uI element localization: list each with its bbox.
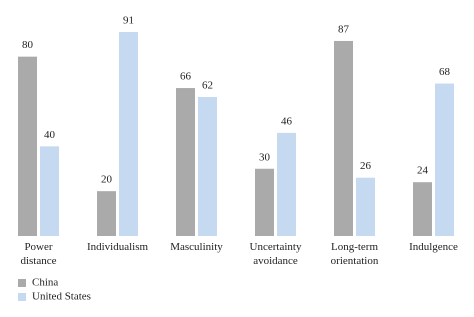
bar	[18, 56, 37, 237]
x-tick-label: Uncertainty avoidance	[249, 241, 302, 267]
x-tick-label: Individualism	[86, 241, 149, 253]
bar	[40, 146, 59, 236]
bar	[356, 177, 375, 236]
data-label: 26	[360, 160, 372, 172]
data-label: 68	[439, 66, 451, 78]
legend-label: China	[32, 277, 58, 289]
data-label: 91	[123, 15, 134, 27]
bar	[277, 132, 296, 236]
bar	[97, 191, 116, 236]
data-label: 87	[338, 23, 350, 35]
bar	[255, 168, 274, 236]
legend-swatch	[18, 293, 26, 301]
data-label: 66	[180, 71, 192, 83]
data-label: 62	[202, 80, 213, 92]
data-label: 24	[417, 165, 429, 177]
legend-swatch	[18, 279, 26, 287]
bar	[176, 88, 195, 237]
x-tick-label: Indulgence	[409, 241, 458, 253]
bar	[435, 83, 454, 236]
data-label: 46	[281, 115, 293, 127]
x-tick-label: Power distance	[20, 241, 57, 267]
x-tick-label: Long-term orientation	[330, 241, 379, 267]
data-label: 80	[22, 39, 34, 51]
data-label: 30	[259, 151, 271, 163]
bar	[413, 182, 432, 236]
data-label: 20	[101, 174, 113, 186]
legend-label: United States	[32, 291, 91, 303]
bar	[198, 97, 217, 236]
bar	[119, 32, 138, 236]
data-label: 40	[44, 129, 56, 141]
x-tick-label: Masculinity	[170, 241, 223, 253]
bar	[334, 40, 353, 236]
